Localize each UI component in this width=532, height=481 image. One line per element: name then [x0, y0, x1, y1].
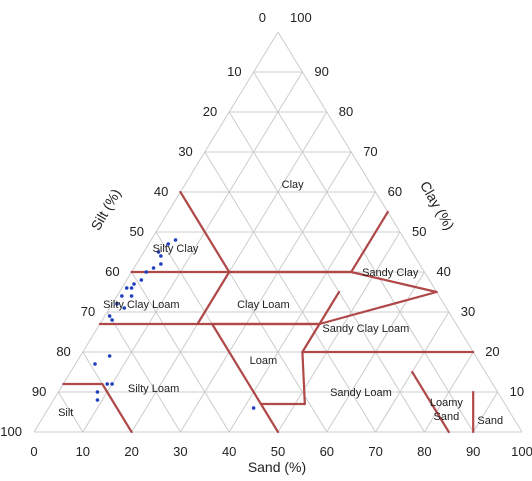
grid-line-silt-90: [57, 391, 84, 433]
region-label-silty-clay-loam: Silty Clay Loam: [103, 299, 179, 311]
sample-point-13: [115, 302, 119, 306]
sample-point-18: [93, 362, 97, 366]
sample-point-1: [166, 242, 170, 246]
sample-point-5: [151, 266, 156, 270]
region-label-sandy-clay-loam: Sandy Clay Loam: [322, 323, 409, 335]
sand-tick-20: 20: [124, 444, 138, 459]
sand-tick-50: 50: [271, 444, 285, 459]
boundary-layer: [62, 190, 475, 434]
sand-tick-70: 70: [368, 444, 382, 459]
region-label-loamy-sand: Loamy Sand: [430, 397, 464, 423]
sand-tick-40: 40: [222, 444, 236, 459]
sample-point-23: [251, 406, 256, 410]
sand-tick-90: 90: [466, 444, 480, 459]
sample-point-2: [156, 250, 161, 254]
sample-point-12: [129, 294, 134, 298]
grid-line-sand-90: [472, 391, 499, 433]
tick-labels: 0 10 20 30 40 50 60 70 80 90 100100908070605040302…: [0, 10, 532, 459]
clay-tick-50: 50: [412, 224, 426, 239]
clay-tick-80: 80: [339, 104, 353, 119]
region-label-silt: Silt: [58, 407, 73, 419]
boundary-line-10: [301, 322, 321, 354]
grid-line-silt-60: [131, 271, 230, 433]
boundary-line-3: [350, 210, 389, 274]
sample-point-19: [105, 382, 109, 386]
sand-tick-60: 60: [320, 444, 334, 459]
boundary-line-8: [318, 290, 341, 326]
grid-line-sand-80: [423, 351, 474, 433]
silt-tick-top: 0: [259, 10, 266, 25]
sample-point-16: [110, 318, 114, 322]
clay-tick-100: 100: [290, 10, 312, 25]
sand-tick-0: 0: [30, 444, 37, 459]
grid-line-sand-50: [277, 231, 401, 433]
sample-point-14: [122, 306, 127, 310]
sample-point-10: [129, 286, 134, 290]
grid-line-silt-70: [106, 311, 181, 433]
sample-point-17: [107, 354, 112, 358]
clay-tick-90: 90: [314, 64, 328, 79]
sample-point-9: [124, 286, 129, 290]
sample-point-20: [110, 382, 114, 386]
region-label-silty-loam: Silty Loam: [128, 383, 179, 395]
grid-line-sand-30: [179, 151, 352, 433]
grid-line-sand-10: [82, 71, 303, 433]
region-labels: Clay Silty Clay Sandy Clay Silty Clay Loam C…: [58, 179, 503, 427]
region-label-sandy-loam: Sandy Loam: [330, 387, 392, 399]
silt-tick-90: 90: [32, 384, 46, 399]
silt-tick-70: 70: [81, 304, 95, 319]
boundary-line-16: [101, 382, 133, 434]
sample-point-15: [107, 314, 112, 318]
region-label-clay: Clay: [282, 179, 305, 191]
silt-tick-30: 30: [178, 144, 192, 159]
region-label-loam: Loam: [250, 355, 278, 367]
boundary-line-0: [179, 190, 231, 274]
silt-tick-20: 20: [203, 104, 217, 119]
silt-tick-80: 80: [56, 344, 70, 359]
region-label-sandy-clay: Sandy Clay: [362, 267, 419, 279]
sand-tick-80: 80: [417, 444, 431, 459]
boundary-line-18: [411, 370, 450, 434]
sample-point-21: [95, 390, 100, 394]
silt-tick-40: 40: [154, 184, 168, 199]
region-label-sand: Sand: [477, 415, 503, 427]
sample-point-8: [132, 282, 136, 286]
boundary-line-12: [301, 350, 306, 406]
clay-tick-70: 70: [363, 144, 377, 159]
silt-tick-60: 60: [105, 264, 119, 279]
clay-tick-40: 40: [436, 264, 450, 279]
sand-tick-100: 100: [511, 444, 532, 459]
sample-point-4: [159, 262, 163, 266]
clay-tick-60: 60: [388, 184, 402, 199]
sample-point-11: [120, 294, 124, 298]
sand-axis-label: Sand (%): [248, 459, 306, 475]
clay-tick-20: 20: [485, 344, 499, 359]
boundary-line-14: [211, 322, 263, 406]
sample-points: [93, 238, 256, 410]
grid-layer: [33, 31, 523, 433]
silt-tick-10: 10: [227, 64, 241, 79]
sample-point-6: [144, 270, 149, 274]
sample-point-0: [173, 238, 178, 242]
sand-tick-10: 10: [76, 444, 90, 459]
silt-tick-100: 100: [0, 424, 22, 439]
clay-tick-30: 30: [461, 304, 475, 319]
clay-tick-10: 10: [510, 384, 524, 399]
sample-point-7: [139, 278, 144, 282]
silt-tick-50: 50: [130, 224, 144, 239]
boundary-line-2: [350, 270, 438, 294]
grid-line-silt-30: [204, 151, 377, 433]
boundary-line-17: [259, 402, 280, 434]
sample-point-22: [95, 398, 100, 402]
region-label-silty-clay: Silty Clay: [153, 243, 199, 255]
silt-axis-label: Silt (%): [87, 186, 123, 233]
boundary-line-7: [318, 290, 438, 326]
region-label-clay-loam: Clay Loam: [237, 299, 290, 311]
sample-point-3: [159, 254, 163, 258]
boundary-line-5: [196, 270, 231, 326]
sand-tick-30: 30: [173, 444, 187, 459]
